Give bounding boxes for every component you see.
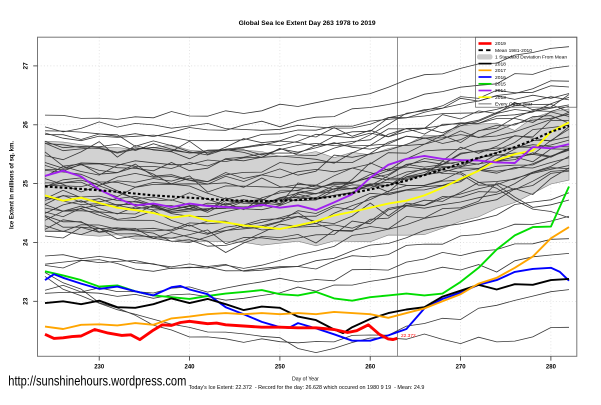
svg-text:26: 26 xyxy=(23,121,30,129)
svg-text:230: 230 xyxy=(94,364,105,370)
svg-text:Every Other Year: Every Other Year xyxy=(495,102,533,108)
svg-text:http://sunshinehours.wordpress: http://sunshinehours.wordpress.com xyxy=(8,372,186,388)
svg-text:24: 24 xyxy=(23,239,30,247)
svg-text:250: 250 xyxy=(275,364,286,370)
svg-text:2018: 2018 xyxy=(495,61,506,67)
svg-text:2016: 2016 xyxy=(495,75,506,81)
svg-text:23: 23 xyxy=(23,297,30,305)
svg-text:2013: 2013 xyxy=(495,95,506,101)
svg-text:2014: 2014 xyxy=(495,88,506,94)
svg-text:2019: 2019 xyxy=(495,41,506,47)
svg-text:2015: 2015 xyxy=(495,82,506,88)
svg-text:2017: 2017 xyxy=(495,68,506,74)
svg-text:22.372: 22.372 xyxy=(401,333,416,339)
svg-text:240: 240 xyxy=(184,364,195,370)
svg-text:25: 25 xyxy=(23,180,30,188)
svg-text:Global Sea Ice Extent Day 263: Global Sea Ice Extent Day 263 1978 to 20… xyxy=(239,20,376,27)
svg-text:280: 280 xyxy=(546,364,557,370)
svg-text:Day of Year: Day of Year xyxy=(292,377,319,383)
svg-text:260: 260 xyxy=(365,364,376,370)
svg-text:270: 270 xyxy=(456,364,467,370)
svg-text:27: 27 xyxy=(23,62,30,70)
svg-text:Ice Extent in millions of sq.: Ice Extent in millions of sq. km. xyxy=(10,141,16,229)
svg-text:1 Standard Deviation From Mean: 1 Standard Deviation From Mean xyxy=(495,55,567,61)
svg-text:Mean 1981-2010: Mean 1981-2010 xyxy=(495,48,532,54)
svg-text:Today's Ice Extent: 22.372 -: Today's Ice Extent: 22.372 - Record for … xyxy=(189,385,425,391)
